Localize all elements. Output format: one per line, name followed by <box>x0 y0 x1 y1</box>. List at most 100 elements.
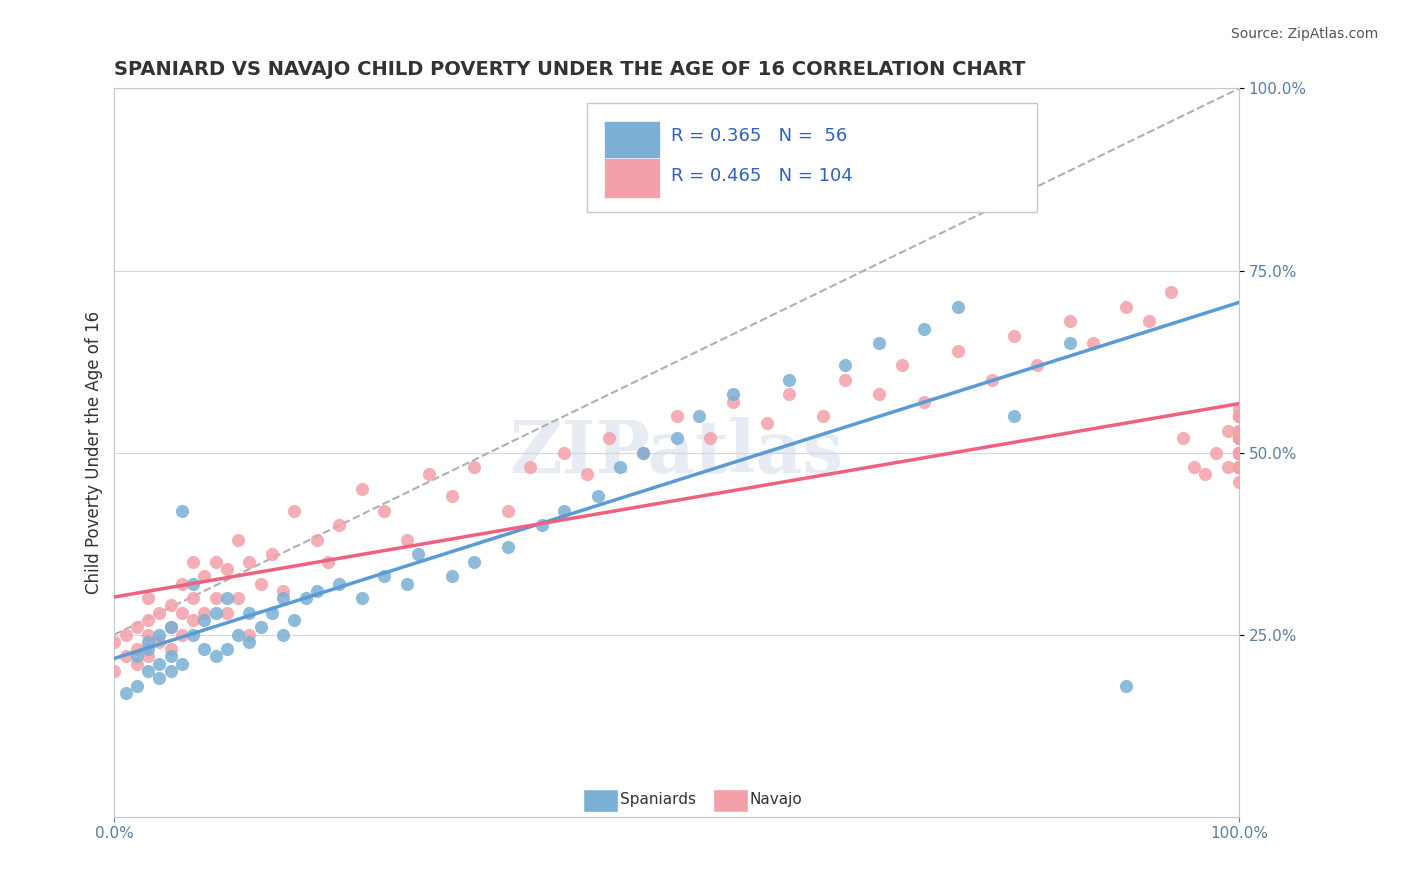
Point <box>159 664 181 678</box>
Point <box>665 431 688 445</box>
Point <box>170 657 193 671</box>
Point <box>316 555 339 569</box>
Point <box>834 358 856 372</box>
Point <box>181 555 204 569</box>
Point <box>755 417 778 431</box>
Point <box>181 613 204 627</box>
Point <box>226 533 249 547</box>
Point <box>125 620 148 634</box>
Text: Navajo: Navajo <box>749 792 803 807</box>
Point <box>283 504 305 518</box>
Point <box>249 576 271 591</box>
Point <box>1227 431 1250 445</box>
Point <box>283 613 305 627</box>
Point <box>215 562 238 576</box>
Point <box>305 583 328 598</box>
Point <box>1025 358 1047 372</box>
Text: SPANIARD VS NAVAJO CHILD POVERTY UNDER THE AGE OF 16 CORRELATION CHART: SPANIARD VS NAVAJO CHILD POVERTY UNDER T… <box>114 60 1026 78</box>
Point <box>1227 445 1250 459</box>
Point <box>181 576 204 591</box>
Point <box>328 518 350 533</box>
Point <box>215 591 238 606</box>
Point <box>496 540 519 554</box>
Point <box>530 518 553 533</box>
Point <box>373 504 395 518</box>
Point <box>226 591 249 606</box>
Point <box>226 627 249 641</box>
Point <box>395 576 418 591</box>
Point <box>238 627 260 641</box>
Point <box>271 583 294 598</box>
Point <box>811 409 834 424</box>
Point <box>1227 431 1250 445</box>
Point <box>193 642 215 657</box>
Text: Source: ZipAtlas.com: Source: ZipAtlas.com <box>1230 27 1378 41</box>
Point <box>1227 431 1250 445</box>
Point <box>575 467 598 482</box>
FancyBboxPatch shape <box>586 103 1036 212</box>
Point <box>103 635 125 649</box>
Point <box>114 649 136 664</box>
Point <box>148 635 170 649</box>
Point <box>1171 431 1194 445</box>
Point <box>1227 460 1250 475</box>
Point <box>1227 409 1250 424</box>
Point <box>148 606 170 620</box>
Point <box>1194 467 1216 482</box>
Point <box>170 627 193 641</box>
Point <box>238 606 260 620</box>
Point <box>181 627 204 641</box>
Point <box>170 504 193 518</box>
Point <box>125 679 148 693</box>
Point <box>1182 460 1205 475</box>
Point <box>1227 445 1250 459</box>
Point <box>204 591 226 606</box>
Text: R = 0.465   N = 104: R = 0.465 N = 104 <box>671 167 853 185</box>
Point <box>238 555 260 569</box>
Point <box>260 606 283 620</box>
Point <box>834 373 856 387</box>
Point <box>193 569 215 583</box>
Point <box>1227 460 1250 475</box>
Point <box>159 649 181 664</box>
Point <box>631 445 654 459</box>
Point <box>609 460 631 475</box>
Point <box>1227 424 1250 438</box>
Point <box>1059 314 1081 328</box>
Point <box>136 635 159 649</box>
Point <box>519 460 541 475</box>
Point <box>440 569 463 583</box>
Point <box>980 373 1002 387</box>
Point <box>204 606 226 620</box>
Point <box>271 627 294 641</box>
Point <box>721 387 744 401</box>
Point <box>1227 401 1250 416</box>
Point <box>1216 460 1239 475</box>
Point <box>125 649 148 664</box>
Text: Spaniards: Spaniards <box>620 792 696 807</box>
Point <box>249 620 271 634</box>
Point <box>159 599 181 613</box>
Point <box>204 649 226 664</box>
Point <box>1227 409 1250 424</box>
Point <box>553 504 575 518</box>
Point <box>1227 431 1250 445</box>
Point <box>395 533 418 547</box>
Point <box>868 336 890 351</box>
Point <box>125 642 148 657</box>
FancyBboxPatch shape <box>583 789 619 812</box>
Point <box>721 394 744 409</box>
Point <box>181 591 204 606</box>
Text: R = 0.365   N =  56: R = 0.365 N = 56 <box>671 127 848 145</box>
Point <box>148 657 170 671</box>
Point <box>440 489 463 503</box>
Point <box>1081 336 1104 351</box>
Text: ZIPatlas: ZIPatlas <box>509 417 844 488</box>
Point <box>103 664 125 678</box>
Point <box>305 533 328 547</box>
Point <box>136 591 159 606</box>
Point <box>778 387 800 401</box>
Point <box>553 445 575 459</box>
Point <box>665 409 688 424</box>
Point <box>215 642 238 657</box>
